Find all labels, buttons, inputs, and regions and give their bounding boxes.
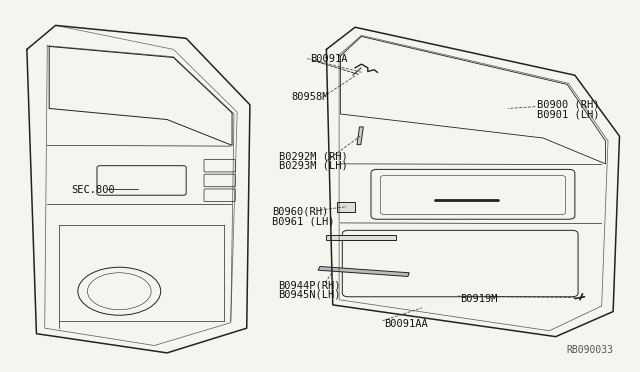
Text: B0292M (RH): B0292M (RH) xyxy=(278,151,348,161)
Text: B0091AA: B0091AA xyxy=(384,320,428,330)
Polygon shape xyxy=(318,266,409,276)
Text: B0091A: B0091A xyxy=(310,54,348,64)
Polygon shape xyxy=(337,202,355,212)
Text: B0919M: B0919M xyxy=(460,294,498,304)
Polygon shape xyxy=(326,235,396,240)
Text: B0945N(LH): B0945N(LH) xyxy=(278,290,341,300)
Text: 80958M: 80958M xyxy=(291,92,329,102)
Text: B0961 (LH): B0961 (LH) xyxy=(272,216,335,226)
Text: B0293M (LH): B0293M (LH) xyxy=(278,161,348,171)
Text: B0960(RH): B0960(RH) xyxy=(272,207,328,217)
Text: B0901 (LH): B0901 (LH) xyxy=(537,109,599,119)
Polygon shape xyxy=(357,127,364,145)
Text: B0944P(RH): B0944P(RH) xyxy=(278,281,341,291)
Text: B0900 (RH): B0900 (RH) xyxy=(537,100,599,110)
Text: RB090033: RB090033 xyxy=(566,345,613,355)
Text: SEC.800: SEC.800 xyxy=(72,185,115,195)
